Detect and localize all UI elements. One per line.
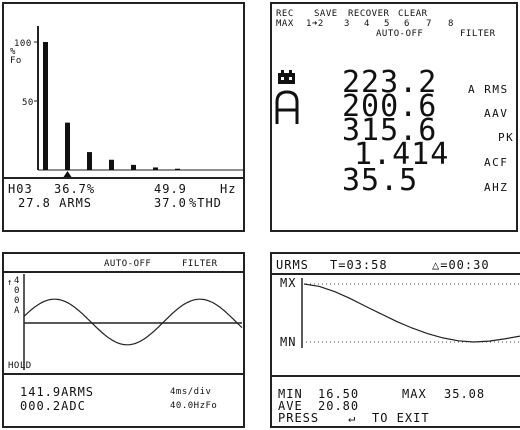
harmonics-bar-chart [34,26,243,177]
harmonic-number: H03 [8,182,33,196]
waveform-adc: 000.2ADC [20,399,86,413]
time-base: 4ms/div [170,387,212,397]
flag-auto-off: AUTO-OFF [376,29,424,39]
y-label-fo: Fo [10,56,22,66]
reading-acf-value: 1.414 [354,137,450,172]
trend-interval: △=00:30 [432,258,490,272]
battery-icon [278,70,295,84]
menu-max[interactable]: MAX [276,19,294,29]
unit-aav: AAV [484,107,509,120]
unit-pk: PK [498,131,515,144]
harmonic-arms: 27.8 ARMS [18,196,93,210]
harmonic-percent: 36.7% [54,182,96,196]
freq-unit: Hz [220,182,237,196]
thd-unit: %THD [189,196,222,210]
menu-clear[interactable]: CLEAR [398,9,428,19]
harmonic-bar-H13 [175,168,180,170]
waveform-chart [23,274,243,370]
cursor-marker [63,171,72,177]
menu-number-8[interactable]: 8 [448,19,454,29]
menu-number-4[interactable]: 4 [364,19,370,29]
unit-ahz: AHZ [484,181,509,194]
harmonics-divider [4,177,243,179]
trend-time: T=03:58 [330,258,388,272]
reading-pk-value: 315.6 [342,113,438,148]
menu-number-1-2[interactable]: 1➜2 [306,19,324,29]
harmonic-bar-H01 [43,42,48,170]
ave-label: AVE [278,399,303,413]
enter-icon[interactable]: ↵ [348,411,357,425]
menu-number-6[interactable]: 6 [404,19,410,29]
harmonic-bar-H05 [87,152,92,170]
thd-value: 37.0 [154,196,187,210]
hold-label[interactable]: HOLD [8,361,32,371]
flag-filter: FILTER [460,29,496,39]
min-value: 16.50 [318,387,360,401]
unit-acf: ACF [484,156,509,169]
y-label-percent: % [10,47,16,57]
harmonic-bar-H07 [109,159,114,170]
menu-number-3[interactable]: 3 [344,19,350,29]
harmonic-bar-H09 [131,164,136,170]
flag-filter: FILTER [182,259,218,269]
waveform-trace [23,298,243,346]
waveform-arms: 141.9ARMS [20,385,95,399]
meter-panel: REC SAVE RECOVER CLEAR MAX 1➜2 3 4 5 6 7… [270,2,518,232]
y-label-50: 50 [22,98,34,108]
harmonics-panel: 100 % Fo 50 H03 36.7% 49.9 Hz 27.8 ARMS … [2,2,245,232]
max-value: 35.08 [444,387,486,401]
waveform-freq: 40.0HzFo [170,401,218,411]
scale-arrow-icon: ↑ [7,278,13,288]
menu-rec[interactable]: REC [276,9,294,19]
unit-arms: A RMS [468,83,509,96]
trend-panel: URMS T=03:58 △=00:30 MX MN MIN 16.50 MAX… [270,252,520,428]
exit-label: TO EXIT [372,411,430,425]
max-label: MAX [402,387,427,401]
menu-number-7[interactable]: 7 [426,19,432,29]
reading-ahz-value: 35.5 [342,163,419,198]
harmonic-bar-H11 [153,167,158,170]
waveform-top-divider [4,271,243,273]
menu-recover[interactable]: RECOVER [348,9,390,19]
reading-arms-value: 223.2 [342,65,438,100]
press-label: PRESS [278,411,320,425]
reading-aav-value: 200.6 [342,89,438,124]
harmonic-bar-H03 [65,122,70,170]
mx-label: MX [280,276,297,290]
mn-label: MN [280,335,297,349]
y-label-100: 100 [14,39,32,49]
ampere-icon [275,90,299,124]
trend-top-divider [272,273,520,275]
menu-number-5[interactable]: 5 [384,19,390,29]
menu-save[interactable]: SAVE [314,9,338,19]
ave-value: 20.80 [318,399,360,413]
trend-trace [303,283,520,343]
waveform-panel: AUTO-OFF FILTER ↑ 400A HOLD 141.9ARMS 4m… [2,252,245,428]
fundamental-freq: 49.9 [154,182,187,196]
min-label: MIN [278,387,303,401]
trend-quantity: URMS [276,258,309,272]
scale-label: 400A [14,276,20,316]
trend-bottom-divider [272,375,520,377]
trend-chart [301,278,520,348]
waveform-bottom-divider [4,373,243,375]
flag-auto-off: AUTO-OFF [104,259,152,269]
